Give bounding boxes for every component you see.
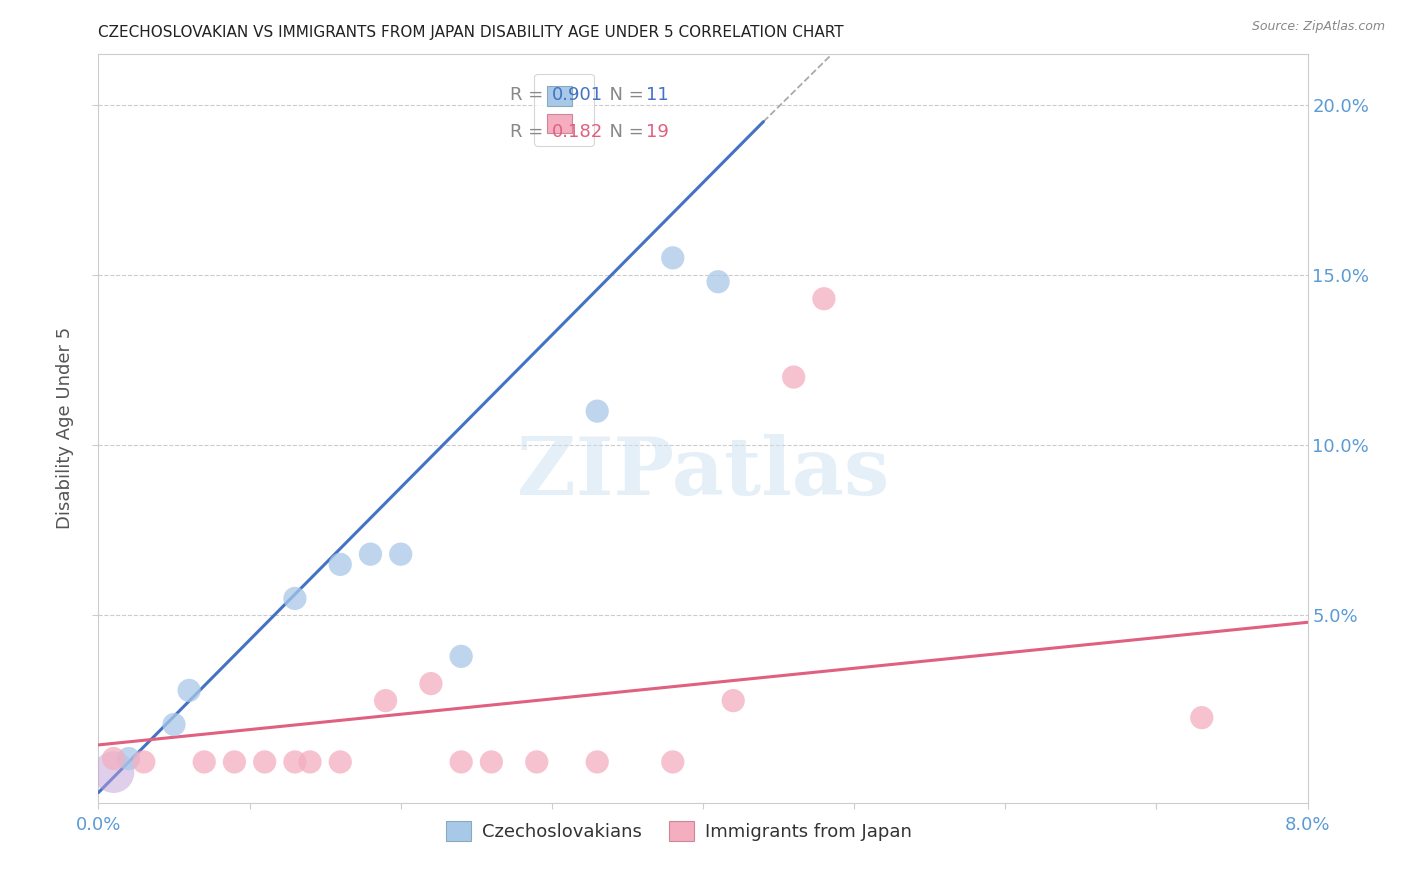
Point [118, 751, 141, 765]
Point [179, 683, 201, 698]
Y-axis label: Disability Age Under 5: Disability Age Under 5 [56, 327, 75, 529]
Text: 8.0%: 8.0% [1285, 816, 1330, 834]
Point [1191, 711, 1213, 725]
Point [783, 370, 806, 384]
Point [661, 755, 683, 769]
Point [360, 547, 382, 561]
Point [450, 755, 472, 769]
Point [103, 751, 125, 765]
Text: R =: R = [509, 86, 548, 103]
Point [420, 676, 443, 690]
Point [374, 693, 396, 707]
Point [253, 755, 276, 769]
Point [329, 755, 352, 769]
Point [193, 755, 215, 769]
Point [329, 558, 352, 572]
Point [707, 275, 730, 289]
Text: N =: N = [598, 123, 650, 141]
Text: 19: 19 [647, 123, 669, 141]
Text: Source: ZipAtlas.com: Source: ZipAtlas.com [1251, 20, 1385, 33]
Point [132, 755, 155, 769]
Text: 0.182: 0.182 [551, 123, 603, 141]
Text: N =: N = [598, 86, 650, 103]
Point [103, 765, 125, 780]
Point [299, 755, 322, 769]
Point [284, 591, 307, 606]
Text: CZECHOSLOVAKIAN VS IMMIGRANTS FROM JAPAN DISABILITY AGE UNDER 5 CORRELATION CHAR: CZECHOSLOVAKIAN VS IMMIGRANTS FROM JAPAN… [98, 25, 844, 40]
Point [481, 755, 503, 769]
Text: 11: 11 [647, 86, 669, 103]
Text: R =: R = [509, 123, 548, 141]
Point [284, 755, 307, 769]
Point [389, 547, 412, 561]
Point [450, 649, 472, 664]
Point [163, 717, 186, 731]
Text: 0.0%: 0.0% [76, 816, 121, 834]
Point [586, 755, 609, 769]
Legend: Czechoslovakians, Immigrants from Japan: Czechoslovakians, Immigrants from Japan [437, 812, 921, 850]
Text: ZIPatlas: ZIPatlas [517, 434, 889, 512]
Point [723, 693, 745, 707]
Text: 0.901: 0.901 [551, 86, 603, 103]
Point [224, 755, 246, 769]
Point [586, 404, 609, 418]
Point [813, 292, 835, 306]
Point [661, 251, 683, 265]
Point [526, 755, 548, 769]
